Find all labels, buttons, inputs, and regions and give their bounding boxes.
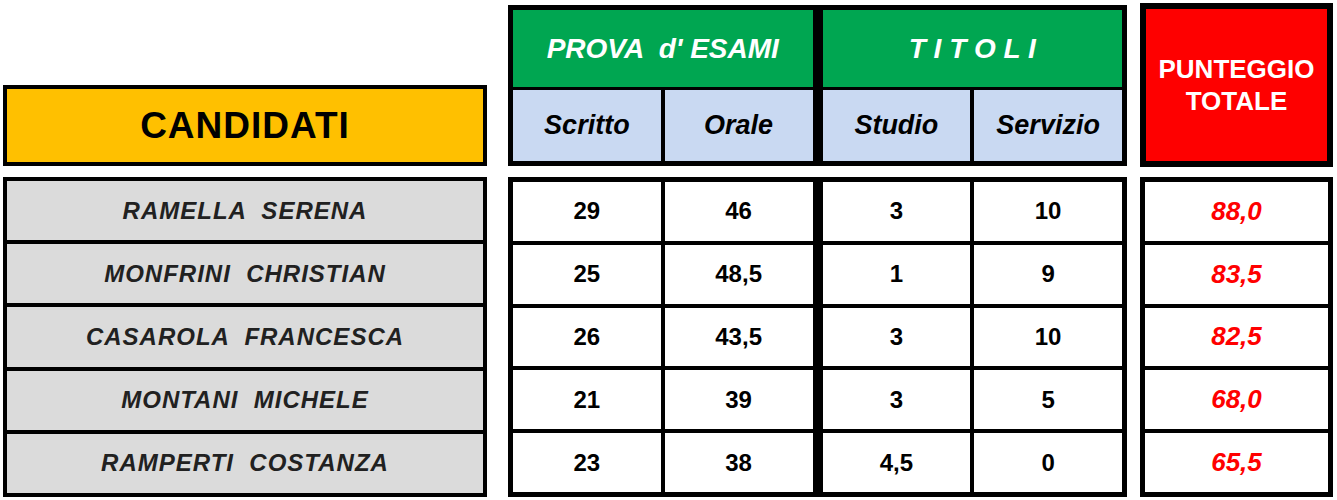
orale-score-cell: 43,5: [665, 308, 823, 367]
servizio-score-cell: 0: [974, 433, 1122, 492]
candidate-name-cell: RAMPERTI COSTANZA: [7, 434, 483, 493]
total-score-cell: 68,0: [1145, 370, 1328, 433]
score-row: 26 43,5 3 10: [513, 308, 1122, 371]
studio-score-cell: 3: [823, 182, 975, 241]
servizio-score-cell: 9: [974, 245, 1122, 304]
scritto-score-cell: 21: [513, 370, 665, 429]
score-row: 23 38 4,5 0: [513, 433, 1122, 492]
orale-header: Orale: [665, 90, 823, 161]
servizio-header: Servizio: [974, 90, 1122, 161]
orale-score-cell: 48,5: [665, 245, 823, 304]
servizio-score-cell: 10: [974, 308, 1122, 367]
studio-header: Studio: [823, 90, 975, 161]
total-score-cell: 83,5: [1145, 245, 1328, 308]
scores-body-block: 29 46 3 10 25 48,5 1 9 26 43,5 3 10 21 3…: [508, 177, 1127, 497]
total-score-cell: 88,0: [1145, 182, 1328, 245]
scritto-header: Scritto: [513, 90, 665, 161]
score-row: 21 39 3 5: [513, 370, 1122, 433]
total-score-column: 88,0 83,5 82,5 68,0 65,5: [1140, 177, 1333, 497]
total-score-cell: 82,5: [1145, 308, 1328, 371]
candidate-name-column: RAMELLA SERENA MONFRINI CHRISTIAN CASARO…: [3, 177, 487, 497]
score-row: 25 48,5 1 9: [513, 245, 1122, 308]
punteggio-totale-header: PUNTEGGIO TOTALE: [1140, 3, 1333, 167]
section-header-row: PROVA d' ESAMI T I T O L I: [513, 10, 1122, 90]
studio-score-cell: 1: [823, 245, 975, 304]
scritto-score-cell: 25: [513, 245, 665, 304]
studio-score-cell: 3: [823, 370, 975, 429]
candidati-header: CANDIDATI: [3, 85, 487, 166]
punteggio-header-line2: TOTALE: [1186, 85, 1288, 118]
orale-score-cell: 38: [665, 433, 823, 492]
total-score-cell: 65,5: [1145, 433, 1328, 492]
scritto-score-cell: 29: [513, 182, 665, 241]
orale-score-cell: 39: [665, 370, 823, 429]
punteggio-header-line1: PUNTEGGIO: [1158, 53, 1314, 86]
titoli-header: T I T O L I: [823, 10, 1123, 87]
candidate-name-cell: CASAROLA FRANCESCA: [7, 307, 483, 370]
scritto-score-cell: 23: [513, 433, 665, 492]
orale-score-cell: 46: [665, 182, 823, 241]
prova-esami-header: PROVA d' ESAMI: [513, 10, 823, 87]
studio-score-cell: 4,5: [823, 433, 975, 492]
candidate-name-cell: MONTANI MICHELE: [7, 371, 483, 434]
score-row: 29 46 3 10: [513, 182, 1122, 245]
servizio-score-cell: 10: [974, 182, 1122, 241]
servizio-score-cell: 5: [974, 370, 1122, 429]
subheader-row: Scritto Orale Studio Servizio: [513, 90, 1122, 161]
exam-results-table: CANDIDATI RAMELLA SERENA MONFRINI CHRIST…: [0, 0, 1337, 500]
candidate-name-cell: RAMELLA SERENA: [7, 181, 483, 244]
studio-score-cell: 3: [823, 308, 975, 367]
scores-header-block: PROVA d' ESAMI T I T O L I Scritto Orale…: [508, 5, 1127, 166]
scritto-score-cell: 26: [513, 308, 665, 367]
candidate-name-cell: MONFRINI CHRISTIAN: [7, 244, 483, 307]
